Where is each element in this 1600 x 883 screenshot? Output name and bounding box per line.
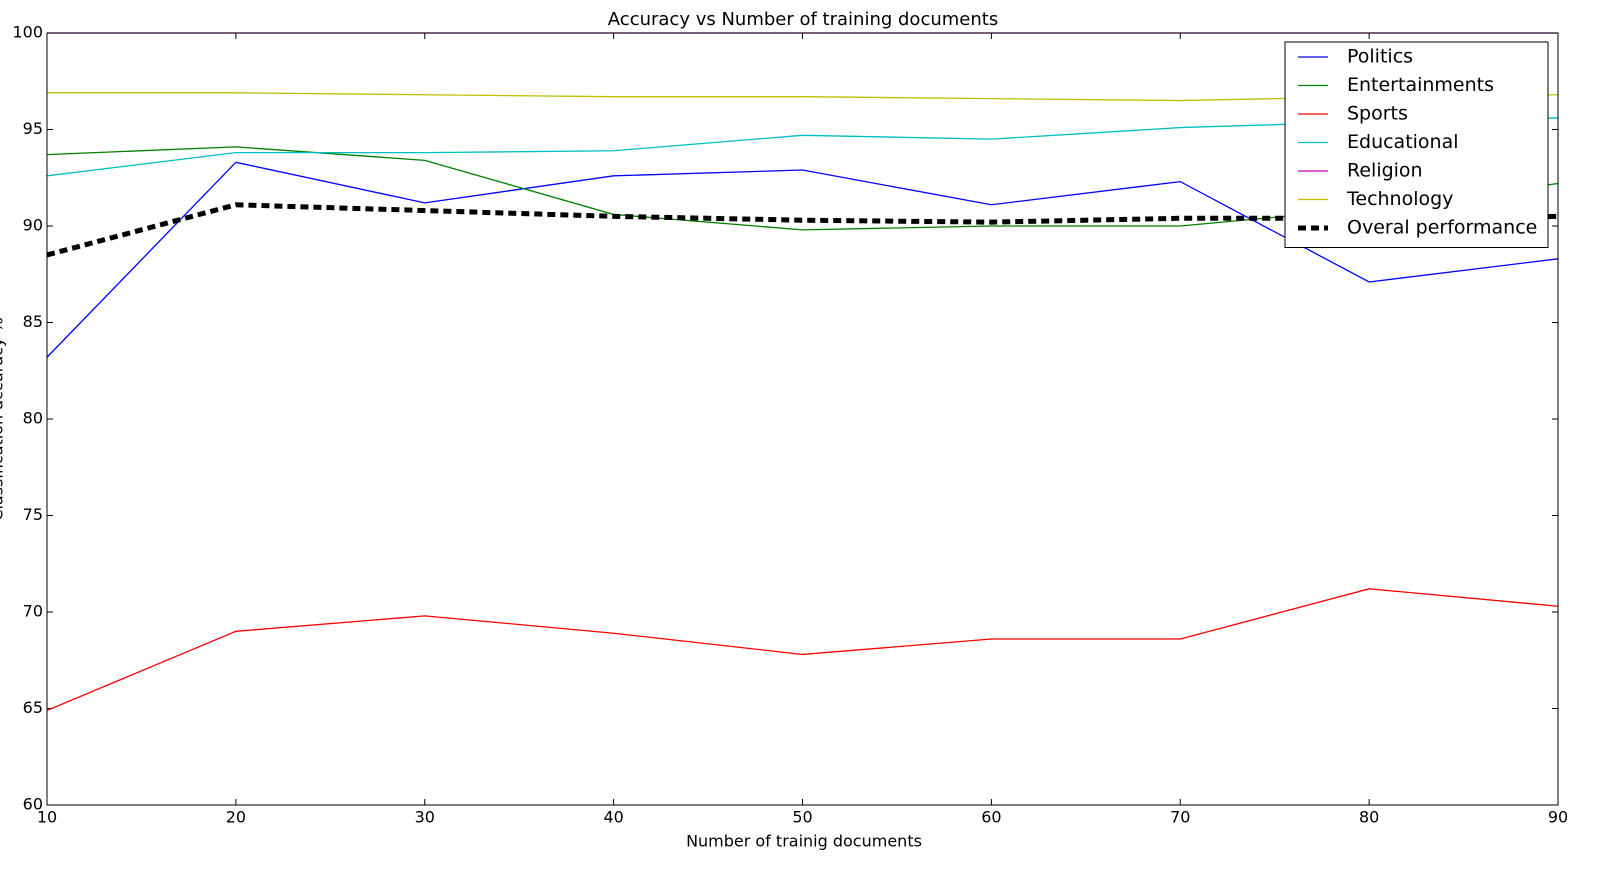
x-tick-label: 80 bbox=[1359, 808, 1379, 827]
plot-frame bbox=[46, 32, 1559, 806]
y-tick-label: 70 bbox=[23, 602, 43, 621]
series-line bbox=[46, 588, 1559, 712]
legend-label: Educational bbox=[1347, 131, 1459, 153]
y-tick-label: 95 bbox=[23, 119, 43, 138]
y-tick-label: 85 bbox=[23, 312, 43, 331]
x-tick-label: 90 bbox=[1548, 808, 1568, 827]
y-tick-label: 80 bbox=[23, 409, 43, 428]
legend-label: Politics bbox=[1347, 46, 1413, 68]
y-tick-label: 90 bbox=[23, 216, 43, 235]
y-tick-label: 65 bbox=[23, 698, 43, 717]
legend-label: Sports bbox=[1347, 103, 1408, 125]
legend-label: Overal performance bbox=[1347, 217, 1537, 239]
y-tick-label: 100 bbox=[12, 23, 43, 42]
x-tick-label: 10 bbox=[37, 808, 57, 827]
legend-label: Entertainments bbox=[1347, 74, 1494, 96]
series-line bbox=[46, 161, 1559, 358]
y-axis-label: Classification accuracy % bbox=[0, 317, 7, 520]
x-tick-label: 60 bbox=[981, 808, 1001, 827]
y-tick-label: 60 bbox=[23, 795, 43, 814]
x-tick-label: 20 bbox=[226, 808, 246, 827]
x-tick-label: 50 bbox=[792, 808, 812, 827]
legend-label: Technology bbox=[1346, 188, 1453, 210]
x-axis-label: Number of trainig documents bbox=[686, 832, 922, 851]
legend-label: Religion bbox=[1347, 160, 1423, 182]
x-tick-label: 30 bbox=[415, 808, 435, 827]
legend-box bbox=[1284, 41, 1549, 248]
x-tick-label: 40 bbox=[603, 808, 623, 827]
y-tick-label: 75 bbox=[23, 505, 43, 524]
chart-title: Accuracy vs Number of training documents bbox=[608, 9, 998, 30]
x-tick-label: 70 bbox=[1170, 808, 1190, 827]
